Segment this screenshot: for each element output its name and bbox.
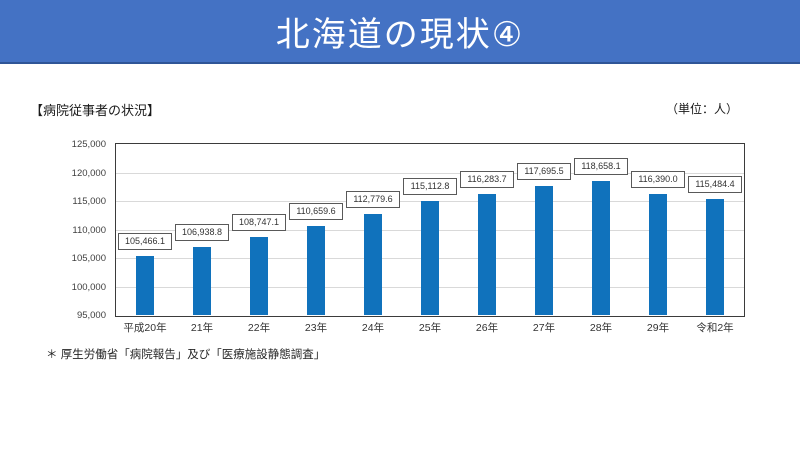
bar-value-label: 106,938.8 bbox=[175, 224, 229, 242]
bar bbox=[307, 226, 325, 316]
y-axis-label: 100,000 bbox=[71, 281, 106, 293]
x-axis-label: 平成20年 bbox=[123, 322, 167, 334]
y-axis-label: 110,000 bbox=[72, 224, 106, 236]
y-axis-label: 95,000 bbox=[76, 310, 106, 321]
y-axis-label: 115,000 bbox=[72, 196, 106, 207]
bar-value-label: 115,112.8 bbox=[403, 177, 457, 195]
x-axis-label: 令和2年 bbox=[696, 322, 734, 334]
bar bbox=[649, 193, 667, 316]
slide-title-banner: 北海道の現状④ bbox=[0, 0, 800, 64]
bar bbox=[193, 247, 211, 316]
bar bbox=[478, 194, 496, 316]
bar-value-label: 116,283.7 bbox=[460, 171, 514, 189]
bar bbox=[364, 214, 382, 316]
bar-value-label: 110,659.6 bbox=[289, 203, 343, 221]
source-footnote: ＊ 厚生労働省「病院報告」及び「医療施設静態調査」 bbox=[46, 349, 326, 361]
bar-value-label: 117,695.5 bbox=[517, 163, 571, 181]
x-axis-label: 26年 bbox=[475, 322, 499, 334]
bar-value-label: 118,658.1 bbox=[574, 157, 628, 175]
bar-value-label: 112,779.6 bbox=[346, 191, 400, 209]
bar-value-label: 115,484.4 bbox=[688, 175, 742, 193]
bar bbox=[535, 186, 553, 316]
bar bbox=[592, 180, 610, 316]
y-axis-label: 120,000 bbox=[71, 167, 106, 179]
bar bbox=[250, 237, 268, 316]
bar-value-label: 116,390.0 bbox=[631, 170, 685, 188]
y-axis-label: 125,000 bbox=[71, 139, 106, 150]
bar bbox=[706, 198, 724, 316]
bar bbox=[136, 255, 154, 316]
gridline bbox=[116, 172, 744, 174]
x-axis-label: 22年 bbox=[247, 322, 271, 334]
bar bbox=[421, 200, 439, 316]
x-axis-label: 27年 bbox=[532, 322, 556, 334]
x-axis-label: 29年 bbox=[646, 322, 670, 334]
x-axis-label: 25年 bbox=[418, 322, 442, 334]
x-axis-label: 28年 bbox=[589, 322, 613, 334]
y-axis-label: 105,000 bbox=[71, 253, 106, 264]
slide-title: 北海道の現状④ bbox=[275, 15, 525, 54]
bar-value-label: 105,466.1 bbox=[118, 232, 172, 250]
unit-label: （単位：人） bbox=[665, 102, 738, 116]
bar-value-label: 108,747.1 bbox=[232, 214, 286, 232]
x-axis-label: 21年 bbox=[190, 322, 214, 334]
x-axis-label: 24年 bbox=[361, 322, 385, 334]
x-axis-label: 23年 bbox=[304, 322, 328, 334]
section-heading: 【病院従事者の状況】 bbox=[30, 103, 161, 118]
